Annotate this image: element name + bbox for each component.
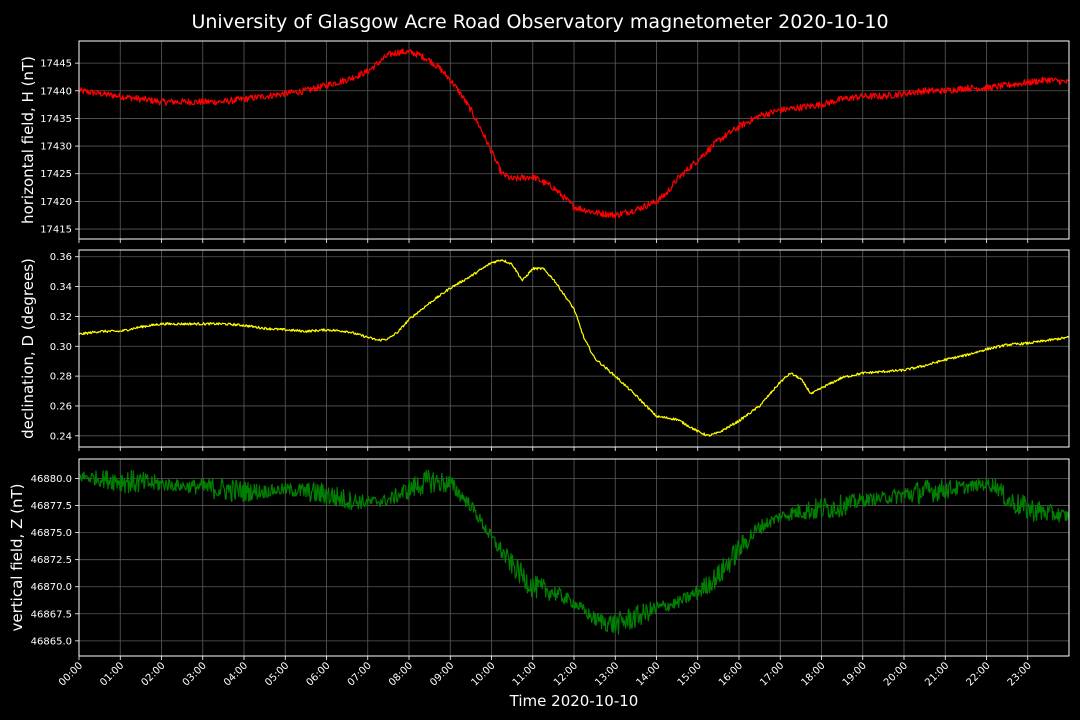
x-tick-label: 03:00 xyxy=(181,660,209,688)
y-tick-label: 0.26 xyxy=(50,401,72,412)
series-line-H xyxy=(79,48,1069,219)
x-tick-label: 00:00 xyxy=(57,660,85,688)
y-axis-title: horizontal field, H (nT) xyxy=(19,56,37,224)
x-tick-label: 23:00 xyxy=(1006,660,1034,688)
y-tick-label: 0.34 xyxy=(50,282,72,293)
y-tick-label: 17415 xyxy=(40,225,72,236)
y-tick-label: 0.30 xyxy=(50,342,72,353)
y-tick-label: 0.36 xyxy=(50,252,72,263)
x-tick-label: 05:00 xyxy=(263,660,291,688)
y-tick-label: 17445 xyxy=(40,59,72,70)
y-tick-label: 17425 xyxy=(40,169,72,180)
y-tick-label: 46867.5 xyxy=(31,609,72,620)
y-tick-label: 46877.5 xyxy=(31,501,72,512)
series-line-D xyxy=(79,259,1069,437)
x-tick-label: 01:00 xyxy=(98,660,126,688)
y-axis-title: vertical field, Z (nT) xyxy=(8,483,26,631)
x-tick-label: 09:00 xyxy=(428,660,456,688)
x-tick-label: 21:00 xyxy=(923,660,951,688)
series-line-Z xyxy=(79,469,1069,635)
panel-frame xyxy=(78,249,1070,448)
panels-group: 17415 17420 17425 17430 17435 17440 17445horiz… xyxy=(8,40,1070,689)
y-tick-label: 46875.0 xyxy=(31,528,72,539)
x-tick-label: 13:00 xyxy=(593,660,621,688)
x-tick-label: 20:00 xyxy=(882,660,910,688)
x-tick-label: 22:00 xyxy=(964,660,992,688)
panel-D: 0.24 0.26 0.28 0.30 0.32 0.34 0.36 declination,… xyxy=(19,249,1070,451)
x-tick-label: 08:00 xyxy=(387,660,415,688)
panel-frame xyxy=(78,40,1070,240)
panel-H: 17415 17420 17425 17430 17435 17440 17445horiz… xyxy=(19,40,1070,243)
y-tick-label: 0.24 xyxy=(50,431,72,442)
x-tick-label: 18:00 xyxy=(799,660,827,688)
y-tick-label: 0.32 xyxy=(50,312,72,323)
y-tick-label: 17440 xyxy=(40,86,72,97)
y-tick-label: 17430 xyxy=(40,142,72,153)
x-axis-title: Time 2020-10-10 xyxy=(509,692,639,710)
panel-Z: 46865.0 46867.5 46870.0 46872.5 46875.0 46877… xyxy=(8,458,1070,660)
x-tick-label: 07:00 xyxy=(346,660,374,688)
y-tick-label: 46880.0 xyxy=(31,474,72,485)
x-tick-label: 19:00 xyxy=(841,660,869,688)
x-tick-label: 17:00 xyxy=(758,660,786,688)
y-tick-label: 46870.0 xyxy=(31,582,72,593)
x-tick-label: 11:00 xyxy=(511,660,539,688)
x-tick-label: 15:00 xyxy=(676,660,704,688)
panel-frame xyxy=(78,458,1070,657)
x-tick-label: 16:00 xyxy=(717,660,745,688)
x-tick-label: 12:00 xyxy=(552,660,580,688)
y-tick-label: 17435 xyxy=(40,114,72,125)
x-tick-label: 10:00 xyxy=(469,660,497,688)
y-tick-label: 46865.0 xyxy=(31,636,72,647)
y-tick-label: 46872.5 xyxy=(31,555,72,566)
x-tick-label: 04:00 xyxy=(222,660,250,688)
y-axis-title: declination, D (degrees) xyxy=(19,258,37,439)
chart-title: University of Glasgow Acre Road Observat… xyxy=(191,11,888,33)
x-tick-label: 14:00 xyxy=(634,660,662,688)
x-tick-label: 06:00 xyxy=(304,660,332,688)
x-tick-label: 02:00 xyxy=(139,660,167,688)
y-tick-label: 17420 xyxy=(40,197,72,208)
y-tick-label: 0.28 xyxy=(50,372,72,383)
